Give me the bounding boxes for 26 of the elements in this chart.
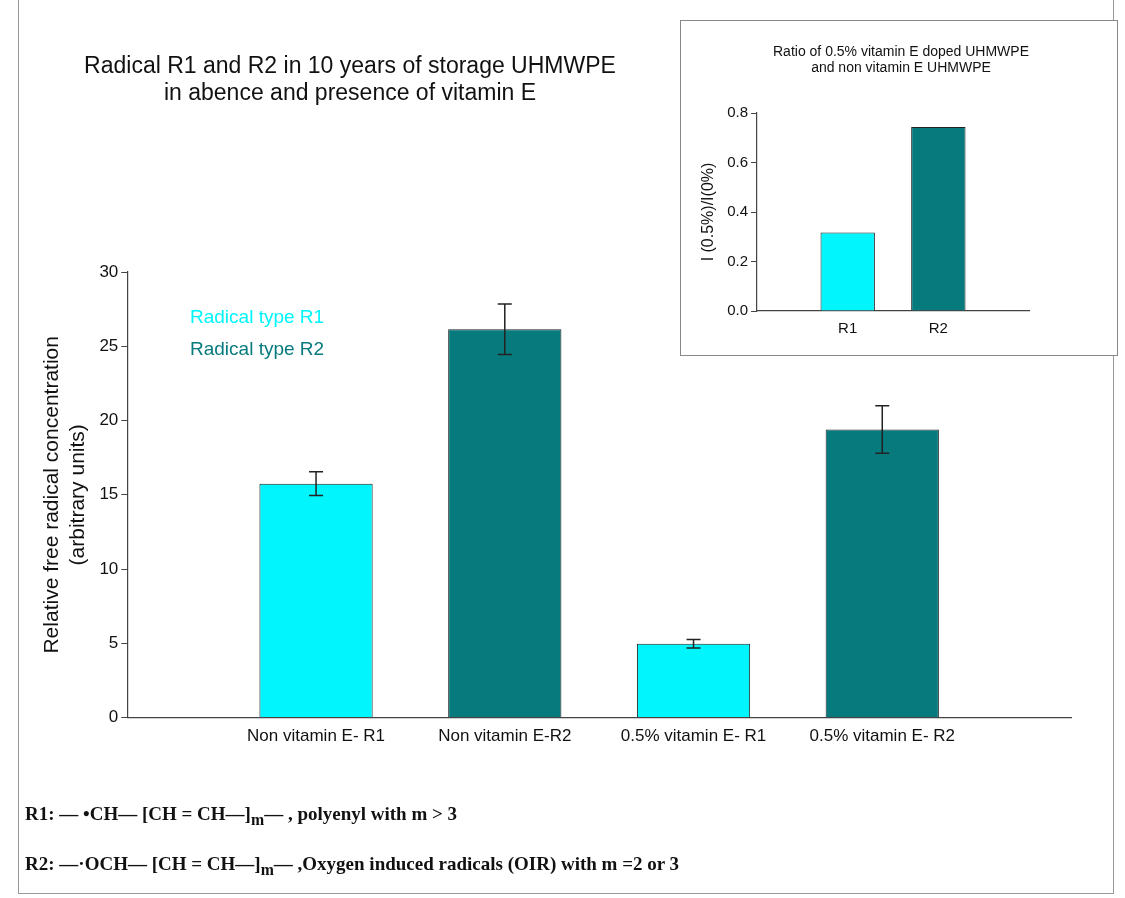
y-axis-title: I (0.5%)/I(0%) [699, 162, 717, 262]
y-tick-label: 5 [108, 633, 119, 653]
x-tick-label: Non vitamin E-R2 [438, 726, 572, 746]
y-tick-label: 0.6 [727, 152, 749, 170]
y-tick-label: 15 [99, 484, 119, 504]
chart-title: Radical R1 and R2 in 10 years of storage UHMWPE in abence and presence of vitamin E [83, 52, 617, 106]
text: Radical type R2 [190, 338, 325, 360]
y-tick-label: 20 [99, 410, 119, 430]
y-tick-label: 30 [99, 261, 119, 281]
text: R2: —·OCH— [CH = CH—]$_{m}$— ,Oxygen induced radicals (OIR) with m =2 or 3 [25, 853, 680, 879]
y-tick-label: 25 [99, 335, 119, 355]
text: Radical type R1 [190, 306, 325, 328]
x-tick-label: 0.5% vitamin E- R1 [620, 726, 767, 746]
text: R1: — •CH— [CH = CH—]$_{m}$— , polyenyl with m > 3 [25, 803, 458, 829]
x-tick-label: R2 [928, 319, 948, 337]
x-tick-label: 0.5% vitamin E- R2 [809, 726, 956, 746]
chart-title: Ratio of 0.5% vitamin E doped UHMWPE and non vitamin E UHMWPE [772, 43, 1030, 75]
x-tick-label: Non vitamin E- R1 [247, 726, 386, 746]
y-axis-title: Relative free radical concentration (arbitrary units) [39, 336, 88, 654]
y-tick-label: 0.0 [727, 301, 749, 319]
y-tick-label: 0.2 [727, 251, 749, 269]
x-tick-label: R1 [838, 319, 858, 337]
y-tick-label: 0.8 [727, 103, 749, 121]
y-tick-label: 0.4 [727, 202, 749, 220]
y-tick-label: 0 [108, 707, 119, 727]
y-tick-label: 10 [99, 558, 119, 578]
